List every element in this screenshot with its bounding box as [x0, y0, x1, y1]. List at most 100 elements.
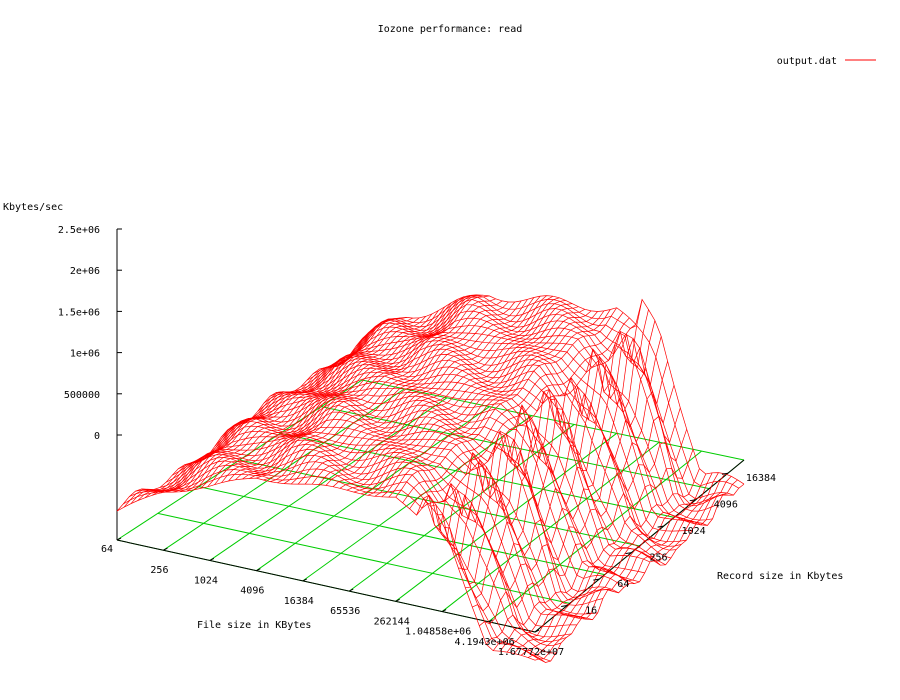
surface-line-file [249, 294, 484, 479]
x-tick-label: 16384 [284, 596, 314, 607]
grid-line-y [198, 486, 605, 576]
y-tick-label: 16 [585, 606, 597, 617]
surface-line-file [388, 309, 611, 498]
x-tick-label: 1.04858e+06 [405, 627, 471, 638]
surface-line-file [479, 449, 694, 627]
y-tick-mark [561, 605, 568, 608]
surface-line-file [172, 317, 414, 493]
surface-line-file [221, 299, 458, 483]
surface-line-file [339, 300, 566, 489]
surface-line-file [200, 310, 439, 489]
z-tick-label: 1.5e+06 [58, 307, 100, 318]
z-tick-label: 0 [94, 431, 100, 442]
surface-line-record [129, 468, 546, 663]
surface-line-file [430, 309, 649, 540]
x-tick-mark [395, 598, 400, 602]
x-tick-mark [163, 547, 168, 551]
surface-line-file [207, 306, 446, 488]
surface-mesh [116, 294, 745, 663]
surface-line-file [277, 301, 509, 484]
surface-line-file [499, 472, 713, 652]
grid-line-y [157, 512, 570, 604]
surface-line-file [304, 297, 535, 485]
grid-line-y [361, 379, 745, 461]
surface-line-file [228, 296, 465, 482]
surface-line-file [492, 473, 707, 651]
surface-line-file [325, 295, 554, 486]
surface-line-file [374, 311, 598, 497]
z-tick-label: 500000 [64, 390, 100, 401]
surface-line-file [506, 472, 719, 653]
surface-line-file [534, 483, 745, 663]
z-tick-label: 2.5e+06 [58, 225, 100, 236]
surface-line-record [355, 295, 739, 489]
x-tick-mark [441, 609, 447, 613]
surface-line-file [402, 312, 624, 504]
surface-line-record [239, 387, 640, 583]
surface-line-file [256, 295, 490, 479]
surface-line-file [527, 479, 738, 660]
x-tick-mark [348, 588, 354, 592]
x-tick-label: 256 [150, 565, 168, 576]
legend-label: output.dat [777, 56, 837, 67]
y-tick-mark [721, 472, 729, 475]
surface-line-file [318, 295, 547, 485]
y-tick-label: 16384 [746, 473, 776, 484]
x-tick-mark [302, 578, 308, 582]
surface-line-file [353, 306, 579, 493]
surface-line-file [367, 310, 592, 496]
z-tick-label: 2e+06 [70, 266, 100, 277]
surface-line-file [263, 298, 496, 481]
surface-line-file [186, 316, 426, 492]
surface-line-file [158, 317, 401, 494]
grid-line-y [280, 432, 675, 518]
y-tick-label: 256 [649, 553, 667, 564]
surface-line-file [151, 319, 394, 496]
surface-line-file [242, 294, 477, 480]
surface-line-record [202, 404, 609, 601]
y-axis-line [534, 459, 745, 633]
surface-line-file [165, 317, 407, 493]
surface-line-file [332, 297, 560, 487]
x-tick-mark [534, 629, 540, 633]
legend: output.dat [777, 56, 876, 67]
z-axis-label: Kbytes/sec [3, 202, 63, 213]
x-tick-label: 262144 [374, 616, 410, 627]
x-axis-label: File size in KBytes [197, 620, 311, 631]
z-tick-label: 1e+06 [70, 349, 100, 360]
surface-line-file [311, 295, 541, 485]
y-tick-mark [625, 552, 632, 555]
chart-title: Iozone performance: read [378, 24, 523, 35]
surface-line-file [472, 429, 688, 612]
x-tick-label: 1.67772e+07 [498, 647, 564, 658]
surface-line-file [179, 317, 420, 493]
y-tick-mark [689, 499, 696, 502]
axes [116, 229, 745, 633]
x-tick-mark [488, 619, 493, 623]
surface-line-file [130, 327, 375, 504]
y-tick-label: 4096 [714, 500, 738, 511]
surface-line-file [290, 300, 522, 485]
x-tick-label: 1024 [194, 575, 218, 586]
y-tick-mark [593, 578, 600, 581]
x-tick-mark [256, 568, 261, 572]
y-tick-label: 64 [617, 579, 629, 590]
surface-line-file [458, 385, 675, 585]
x-tick-label: 64 [101, 544, 113, 555]
surface-line-file [395, 307, 617, 498]
x-tick-mark [209, 557, 215, 561]
x-tick-label: 4.1943e+06 [454, 637, 514, 648]
x-axis-line [116, 539, 536, 633]
x-tick-mark [116, 537, 122, 541]
surface-line-file [381, 310, 605, 498]
x-tick-label: 65536 [330, 606, 360, 617]
tick-labels: 64 256 1024 4096 16384 65536 2621441.04858e+06… [58, 225, 776, 658]
surface-line-record [343, 299, 729, 505]
surface-line-file [485, 468, 700, 645]
x-tick-label: 4096 [240, 586, 264, 597]
y-axis-label: Record size in Kbytes [717, 571, 843, 582]
surface-line-file [193, 313, 433, 491]
surface-line-file [423, 299, 643, 531]
surface-line-file [465, 407, 681, 599]
